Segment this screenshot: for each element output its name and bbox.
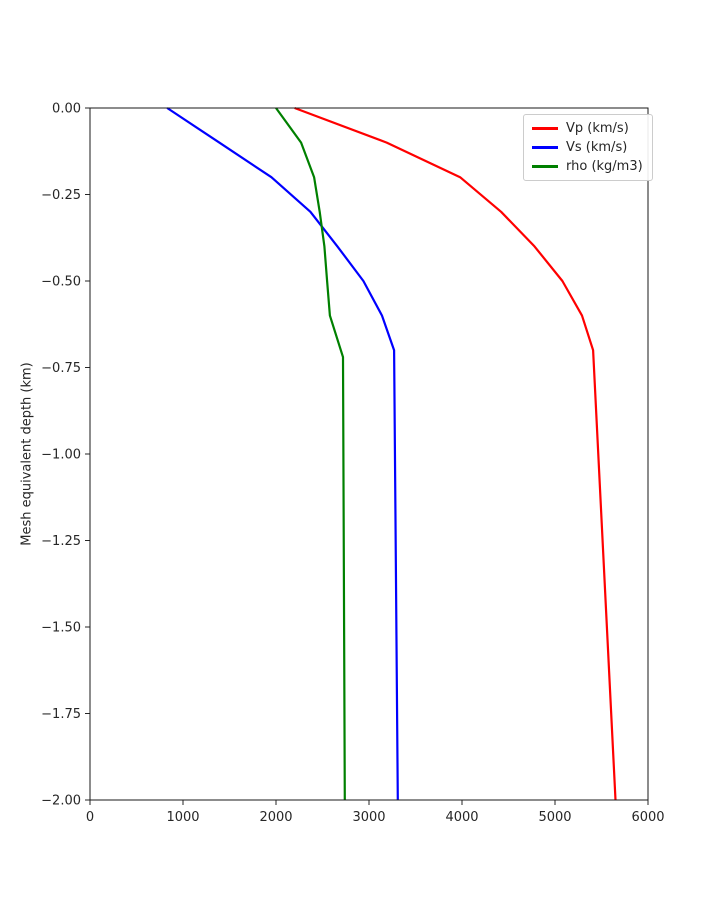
rho-line-swatch-icon [532, 165, 558, 168]
legend-label-vp: Vp (km/s) [566, 121, 629, 136]
x-tick-label: 1000 [166, 810, 199, 825]
legend-label-vs: Vs (km/s) [566, 140, 628, 155]
vp-line-swatch-icon [532, 127, 558, 130]
legend-entry-vp: Vp (km/s) [532, 121, 643, 136]
legend-entry-vs: Vs (km/s) [532, 140, 643, 155]
x-tick-label: 2000 [259, 810, 292, 825]
legend-entry-rho: rho (kg/m3) [532, 159, 643, 174]
y-tick-label: −0.50 [41, 275, 81, 290]
series-line-vs [166, 107, 399, 801]
x-tick-label: 0 [86, 810, 94, 825]
x-tick-label: 6000 [631, 810, 664, 825]
y-tick-label: 0.00 [52, 102, 81, 117]
y-tick-label: −1.50 [41, 621, 81, 636]
y-tick-label: −1.75 [41, 707, 81, 722]
x-tick-label: 5000 [538, 810, 571, 825]
legend-label-rho: rho (kg/m3) [566, 159, 643, 174]
series-line-vp [294, 106, 617, 801]
y-tick-label: −1.25 [41, 534, 81, 549]
x-tick-label: 4000 [445, 810, 478, 825]
y-tick-label: −1.00 [41, 448, 81, 463]
y-axis-label: Mesh equivalent depth (km) [19, 362, 35, 546]
vs-line-swatch-icon [532, 146, 558, 149]
y-tick-label: −0.25 [41, 188, 81, 203]
y-tick-label: −2.00 [41, 794, 81, 809]
x-tick-label: 3000 [352, 810, 385, 825]
plot-frame [89, 107, 649, 801]
y-tick-label: −0.75 [41, 361, 81, 376]
legend: Vp (km/s) Vs (km/s) rho (kg/m3) [523, 114, 653, 181]
series-line-rho [275, 107, 346, 801]
